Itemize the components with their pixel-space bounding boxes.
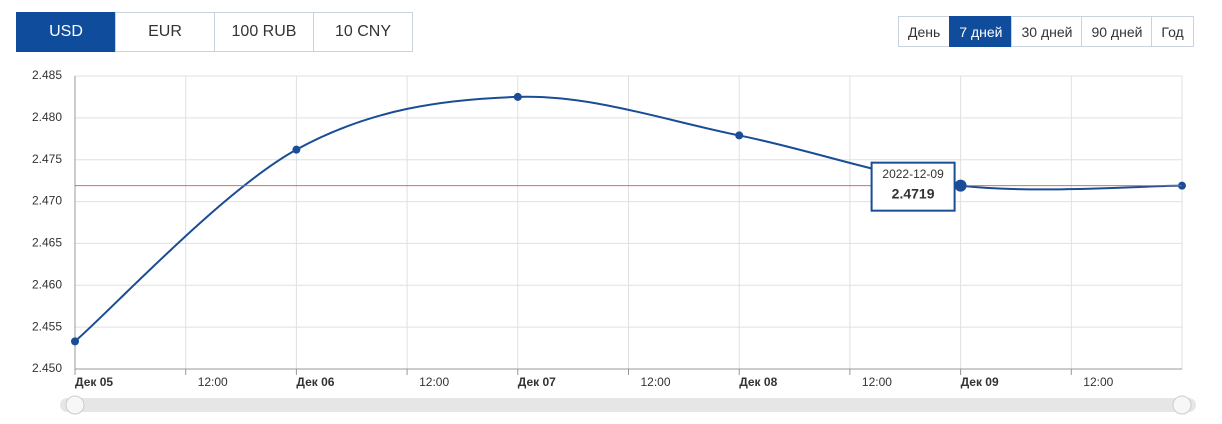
tooltip-date: 2022-12-09 [882,167,944,181]
point [71,337,79,346]
point [735,131,744,140]
tooltip-value: 2.4719 [892,185,935,201]
tooltip-box [870,161,956,212]
tab[interactable]: EUR [115,12,215,52]
currency-tabs: USD EUR 100 RUB 10 CNY [16,12,413,52]
tab[interactable]: 100 RUB [214,12,314,52]
x-tick-label: 12:00 [1083,375,1113,389]
y-tick-label: 2.460 [32,277,62,291]
hover-point [954,179,967,192]
tooltip: 2022-12-09 2.4719 [870,161,956,212]
slider-handle[interactable] [1172,395,1192,415]
y-tick-label: 2.485 [32,68,62,82]
tab[interactable]: 10 CNY [313,12,413,52]
x-tick-label: Дек 05 [75,375,113,389]
point [513,92,522,101]
x-tick-label: Дек 06 [296,375,334,389]
tab[interactable]: День [898,16,951,47]
slider-handle[interactable] [65,395,85,415]
point [292,145,301,154]
tab[interactable]: Год [1151,16,1194,47]
tab[interactable]: USD [16,12,116,52]
line [74,95,1183,343]
y-tick-label: 2.465 [32,236,62,250]
y-tick-label: 2.450 [32,361,62,375]
tab[interactable]: 30 дней [1011,16,1083,47]
x-tick-label: Дек 08 [739,375,777,389]
range-slider[interactable] [60,398,1196,412]
y-tick-label: 2.475 [32,152,62,166]
y-tick-label: 2.470 [32,194,62,208]
x-tick-label: Дек 07 [518,375,556,389]
y-tick-label: 2.480 [32,110,62,124]
x-tick-label: 12:00 [419,375,449,389]
y-tick-label: 2.455 [32,319,62,333]
x-tick-label: 12:00 [641,375,671,389]
x-tick-label: 12:00 [198,375,228,389]
tab[interactable]: 90 дней [1081,16,1153,47]
x-tick-label: 12:00 [862,375,892,389]
period-tabs: День 7 дней 30 дней 90 дней Год [898,16,1194,47]
x-tick-label: Дек 09 [961,375,999,389]
tab[interactable]: 7 дней [949,16,1013,47]
